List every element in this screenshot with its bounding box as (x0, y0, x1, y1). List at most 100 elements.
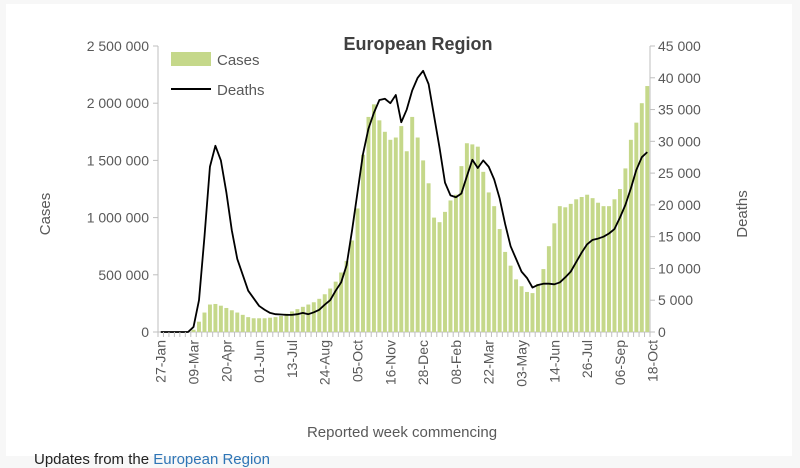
x-tick-label: 08-Feb (448, 340, 464, 385)
y-left-tick-label: 1 000 000 (87, 210, 149, 226)
footer-prefix: Updates from the (34, 451, 154, 468)
x-tick-label: 27-Jan (153, 340, 169, 383)
y-right-tick-label: 30 000 (658, 133, 701, 149)
bar-cases (333, 281, 338, 332)
bar-cases (191, 329, 196, 332)
bar-cases (306, 304, 311, 332)
bar-cases (284, 313, 289, 332)
footer-link[interactable]: European Region (153, 451, 270, 468)
bar-cases (535, 283, 540, 332)
bar-cases (497, 229, 502, 332)
bar-cases (322, 294, 327, 332)
bar-cases (366, 116, 371, 333)
x-tick-label: 16-Nov (382, 340, 398, 385)
bar-cases (628, 139, 633, 332)
footer-text: Updates from the European Region (34, 451, 270, 468)
y-left-tick-label: 2 500 000 (87, 38, 149, 54)
bar-cases (453, 194, 458, 332)
bar-cases (268, 317, 273, 332)
bar-cases (289, 311, 294, 332)
bar-cases (202, 312, 207, 332)
x-axis-label: Reported week commencing (307, 424, 497, 441)
bar-cases (437, 222, 442, 332)
y-axis-left-label: Cases (37, 193, 54, 236)
bar-cases (355, 208, 360, 332)
legend-cases-swatch (171, 52, 211, 66)
bar-cases (563, 207, 568, 332)
bar-cases (432, 217, 437, 332)
x-tick-label: 03-May (514, 340, 530, 387)
y-right-tick-label: 15 000 (658, 229, 701, 245)
bar-cases (350, 240, 355, 332)
bar-cases (503, 251, 508, 332)
x-tick-label: 22-Mar (481, 340, 497, 385)
bar-cases (246, 317, 251, 332)
bar-cases (339, 272, 344, 332)
bar-cases (639, 103, 644, 332)
bar-cases (574, 199, 579, 332)
bar-cases (607, 206, 611, 332)
x-tick-label: 26-Jul (579, 340, 595, 378)
chart-canvas: 0 500 000 1 000 000 1 500 000 2 000 000 2 500… (37, 34, 751, 441)
x-tick-label: 09-Mar (186, 340, 202, 385)
y-right-tick-label: 20 000 (658, 197, 701, 213)
bar-cases (410, 116, 415, 333)
y-left-tick-label: 2 000 000 (87, 95, 149, 111)
bar-cases (344, 261, 349, 332)
bar-cases (481, 171, 486, 332)
bar-cases (415, 137, 420, 332)
line-deaths (160, 69, 648, 333)
bar-cases (448, 200, 453, 332)
legend: Cases Deaths (171, 52, 265, 99)
bar-cases (213, 303, 218, 332)
bar-cases (557, 206, 562, 332)
chart-title: European Region (343, 34, 492, 54)
bar-cases (530, 293, 535, 332)
bar-cases (519, 286, 524, 332)
bar-cases (273, 317, 278, 332)
bar-cases (525, 291, 529, 332)
x-tick-label: 28-Dec (415, 340, 431, 385)
y-right-tick-label: 25 000 (658, 165, 701, 181)
bar-cases (240, 314, 245, 332)
bar-cases (399, 126, 404, 332)
bar-cases (470, 144, 475, 332)
y-right-tick-label: 10 000 (658, 260, 701, 276)
bar-cases (393, 137, 398, 332)
bar-cases (377, 120, 382, 332)
x-tick-label: 14-Jun (546, 340, 562, 383)
bar-cases (361, 154, 365, 332)
x-tick-label: 18-Oct (645, 340, 661, 382)
bar-cases (492, 206, 497, 332)
y-left-tick-label: 1 500 000 (87, 152, 149, 168)
bar-cases (612, 199, 617, 332)
chart-panel: 0 500 000 1 000 000 1 500 000 2 000 000 2 500… (6, 4, 792, 468)
bar-cases (514, 279, 519, 332)
bar-cases (541, 269, 546, 332)
x-tick-label: 06-Sep (612, 340, 628, 385)
x-tick-label: 13-Jul (284, 340, 300, 378)
bar-cases (262, 318, 267, 332)
bar-cases (197, 321, 201, 332)
x-tick-label: 20-Apr (218, 340, 234, 382)
bar-cases (464, 143, 469, 332)
bar-cases (617, 189, 622, 332)
bar-cases (229, 310, 234, 332)
bar-cases (371, 104, 376, 332)
bar-cases (645, 86, 650, 332)
legend-cases-label: Cases (217, 52, 260, 69)
bar-cases (546, 246, 551, 332)
bar-cases (224, 307, 229, 332)
bar-cases (601, 206, 606, 332)
bar-cases (421, 160, 426, 332)
bar-cases (328, 288, 333, 332)
bar-cases (317, 298, 322, 332)
x-tick-label: 01-Jun (251, 340, 267, 383)
y-right-tick-label: 5 000 (658, 292, 693, 308)
y-left-tick-label: 500 000 (98, 267, 149, 283)
bar-cases (475, 146, 480, 332)
y-left-tick-label: 0 (141, 324, 149, 340)
bar-cases (459, 166, 464, 332)
bar-cases (426, 183, 431, 332)
bar-cases (634, 122, 639, 333)
